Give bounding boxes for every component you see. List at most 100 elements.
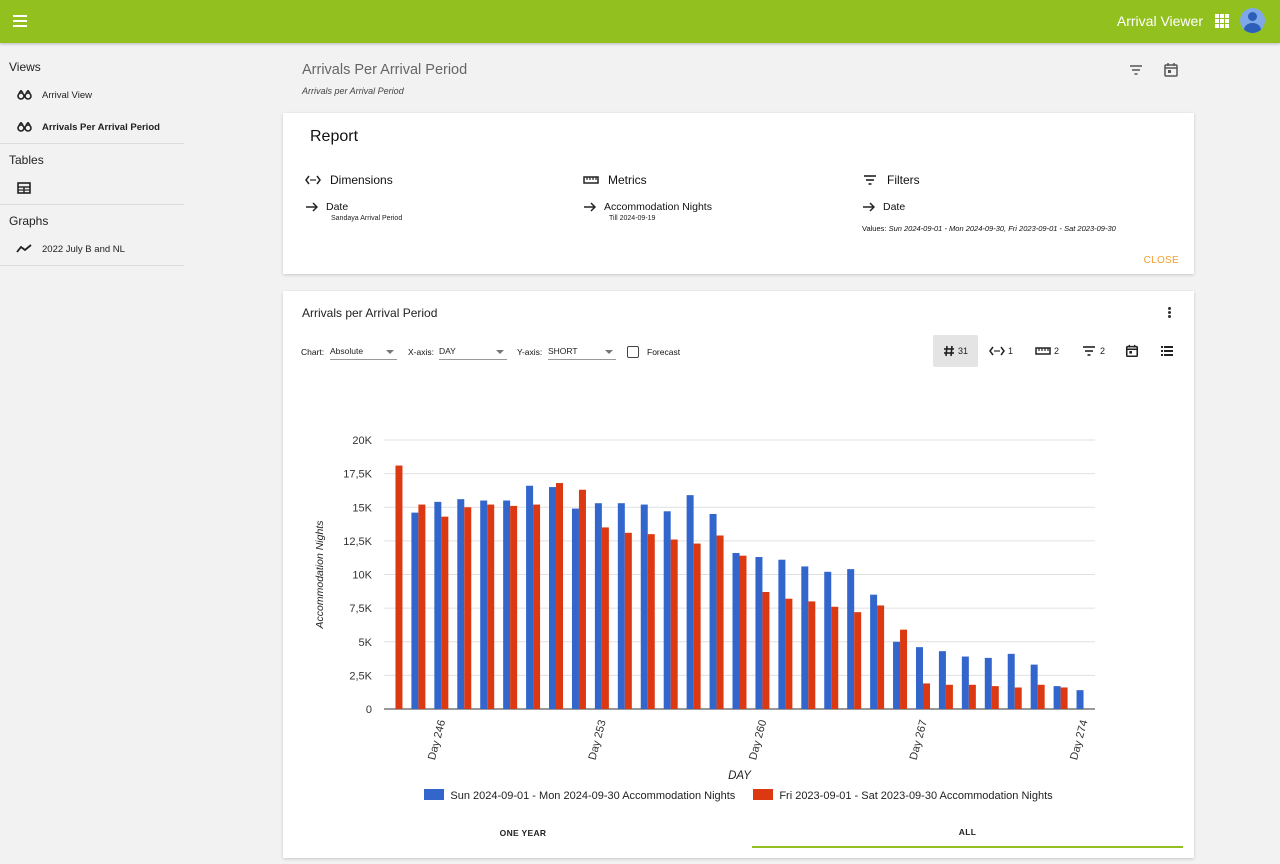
bar[interactable]: [893, 641, 901, 709]
graphs-heading: Graphs: [9, 214, 49, 228]
bar[interactable]: [709, 513, 717, 709]
bar[interactable]: [968, 684, 976, 709]
bar[interactable]: [900, 629, 908, 709]
bar[interactable]: [824, 571, 832, 709]
bar[interactable]: [984, 657, 992, 709]
bar[interactable]: [732, 552, 740, 709]
filter-icon[interactable]: [1128, 62, 1144, 78]
bar[interactable]: [854, 612, 862, 709]
bar[interactable]: [556, 483, 564, 709]
bar[interactable]: [801, 566, 809, 709]
bar[interactable]: [922, 683, 930, 709]
count-button[interactable]: 31: [933, 335, 978, 367]
bar[interactable]: [647, 534, 655, 709]
more-options-icon[interactable]: [1165, 306, 1173, 320]
bar[interactable]: [601, 527, 609, 709]
bar[interactable]: [418, 504, 426, 709]
filter-values: Values: Sun 2024-09-01 - Mon 2024-09-30,…: [862, 224, 1116, 233]
bar[interactable]: [434, 501, 442, 709]
dimensions-button[interactable]: 1: [983, 335, 1019, 367]
bar[interactable]: [1014, 687, 1022, 709]
chart-type-select[interactable]: Absolute: [330, 342, 397, 360]
bar[interactable]: [808, 601, 816, 709]
legend-item-2024[interactable]: Sun 2024-09-01 - Mon 2024-09-30 Accommod…: [424, 789, 735, 802]
divider: [0, 143, 184, 144]
bar[interactable]: [755, 557, 763, 709]
bar[interactable]: [762, 591, 770, 709]
close-button[interactable]: CLOSE: [1143, 255, 1179, 266]
bar[interactable]: [991, 686, 999, 709]
bar[interactable]: [831, 606, 839, 709]
bar[interactable]: [961, 656, 969, 709]
bar[interactable]: [915, 647, 923, 709]
bar[interactable]: [877, 605, 885, 709]
bar[interactable]: [549, 487, 557, 709]
sidebar-item-graph[interactable]: 2022 July B and NL: [0, 233, 184, 265]
y-tick-label: 2,5K: [349, 670, 372, 682]
bar[interactable]: [686, 495, 694, 709]
xaxis-select[interactable]: DAY: [439, 342, 507, 360]
bar[interactable]: [945, 684, 953, 709]
list-icon: [1160, 346, 1173, 356]
ruler-icon: [583, 172, 599, 188]
bar[interactable]: [510, 505, 518, 709]
bar[interactable]: [411, 512, 419, 709]
bar[interactable]: [578, 489, 586, 709]
bar[interactable]: [464, 507, 472, 709]
tables-heading: Tables: [9, 153, 44, 167]
dimensions-section: Dimensions Date Sandaya Arrival Period: [305, 171, 402, 222]
bar[interactable]: [503, 500, 511, 709]
bar[interactable]: [533, 504, 541, 709]
bar[interactable]: [441, 516, 449, 709]
binoculars-icon: [16, 87, 32, 103]
bar[interactable]: [1007, 653, 1015, 709]
menu-icon[interactable]: [10, 10, 32, 32]
sidebar-item-table[interactable]: [0, 172, 184, 204]
bar[interactable]: [571, 508, 579, 709]
user-avatar[interactable]: [1240, 8, 1265, 33]
bar[interactable]: [1053, 686, 1061, 709]
tab-all[interactable]: ALL: [752, 817, 1183, 848]
bar[interactable]: [1076, 690, 1084, 709]
tab-one-year[interactable]: ONE YEAR: [499, 827, 547, 838]
filters-button[interactable]: 2: [1075, 335, 1111, 367]
bar[interactable]: [693, 543, 701, 709]
bar[interactable]: [1030, 664, 1038, 709]
bar[interactable]: [1060, 687, 1068, 709]
legend-item-2023[interactable]: Fri 2023-09-01 - Sat 2023-09-30 Accommod…: [753, 789, 1053, 802]
divider: [0, 204, 184, 205]
bar[interactable]: [395, 465, 403, 709]
yaxis-select[interactable]: SHORT: [548, 342, 616, 360]
apps-grid-icon[interactable]: [1215, 14, 1229, 28]
metrics-button[interactable]: 2: [1029, 335, 1065, 367]
sidebar-item-arrivals-per-period[interactable]: Arrivals Per Arrival Period: [0, 111, 184, 143]
bar[interactable]: [526, 485, 534, 709]
calendar-button[interactable]: [1121, 335, 1145, 367]
dimension-item: Date: [326, 201, 349, 213]
bar[interactable]: [739, 555, 747, 709]
bar[interactable]: [487, 504, 495, 709]
forecast-checkbox[interactable]: [627, 346, 639, 358]
bar[interactable]: [457, 499, 465, 709]
bar[interactable]: [870, 594, 878, 709]
dimensions-count: 1: [1007, 346, 1013, 356]
bar[interactable]: [847, 569, 855, 709]
bar[interactable]: [640, 504, 648, 709]
bar[interactable]: [785, 598, 793, 709]
list-view-button[interactable]: [1156, 335, 1180, 367]
bar[interactable]: [594, 503, 602, 709]
bar[interactable]: [716, 535, 724, 709]
bar[interactable]: [480, 500, 488, 709]
divider: [0, 265, 184, 266]
sidebar-item-label: 2022 July B and NL: [42, 243, 125, 255]
bar[interactable]: [663, 511, 671, 709]
bar[interactable]: [617, 503, 625, 709]
y-tick-label: 12,5K: [343, 536, 372, 548]
bar[interactable]: [778, 559, 786, 709]
bar[interactable]: [624, 532, 632, 709]
bar[interactable]: [938, 651, 946, 709]
bar[interactable]: [670, 539, 678, 709]
sidebar-item-arrival-view[interactable]: Arrival View: [0, 79, 184, 111]
calendar-icon[interactable]: [1163, 62, 1179, 78]
bar[interactable]: [1037, 684, 1045, 709]
